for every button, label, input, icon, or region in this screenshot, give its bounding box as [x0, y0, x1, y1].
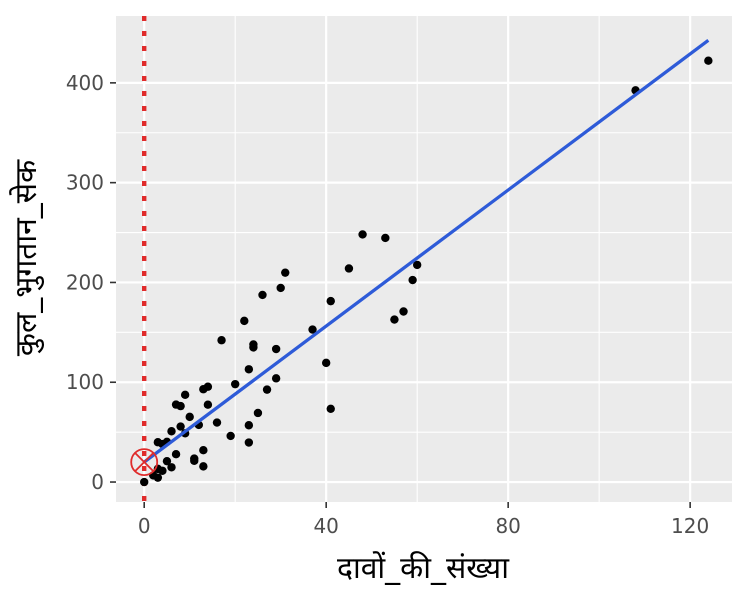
- data-point: [326, 296, 335, 306]
- axis-ticks: 0 40 80 120 0 100 200 300 400: [66, 71, 709, 538]
- data-point: [162, 456, 172, 466]
- data-point: [171, 400, 181, 409]
- data-point: [199, 462, 208, 471]
- data-point: [308, 325, 317, 334]
- y-tick-label: 200: [66, 270, 104, 294]
- data-point: [185, 412, 194, 422]
- x-tick-label: 80: [495, 514, 520, 538]
- data-point: [412, 260, 422, 270]
- x-tick-label: 120: [671, 514, 709, 538]
- regression-line: [143, 39, 710, 464]
- highlight-marker-circle: [130, 448, 159, 476]
- minor-gridlines: [116, 16, 732, 502]
- data-point: [199, 446, 208, 455]
- data-point: [271, 374, 281, 383]
- data-point: [399, 307, 408, 316]
- x-axis-title: दावों_की_संख्या: [337, 551, 510, 586]
- regression-line-layer: [143, 39, 710, 464]
- major-gridlines: [116, 16, 732, 502]
- data-point: [258, 290, 267, 300]
- data-point: [244, 421, 254, 430]
- data-point: [244, 365, 254, 374]
- data-point: [167, 463, 176, 472]
- highlight-marker-cross: [134, 452, 155, 472]
- data-point: [344, 264, 354, 273]
- data-point: [249, 343, 258, 352]
- highlight-marker: [130, 448, 159, 476]
- data-point: [180, 390, 190, 400]
- data-point: [321, 358, 331, 368]
- data-point: [276, 283, 285, 293]
- y-tick-label: 400: [66, 71, 104, 95]
- y-axis-title: कुल_भुगतान_सेक: [9, 159, 45, 356]
- y-tick-label: 0: [91, 470, 104, 494]
- data-point: [226, 431, 235, 441]
- y-tick-label: 100: [66, 370, 104, 394]
- x-tick-label: 0: [138, 514, 151, 538]
- data-point: [230, 379, 240, 389]
- data-point: [281, 268, 290, 277]
- data-point: [153, 438, 163, 447]
- data-point: [190, 456, 199, 465]
- data-point: [271, 344, 281, 354]
- data-point: [171, 449, 181, 459]
- data-point: [203, 400, 213, 409]
- x-tick-label: 40: [313, 514, 338, 538]
- data-point: [408, 275, 417, 285]
- data-point: [358, 230, 367, 239]
- plot-panel: [116, 16, 732, 502]
- data-point: [244, 438, 254, 447]
- data-point: [262, 385, 272, 394]
- highlight-marker-layer: [130, 448, 159, 476]
- data-point: [140, 477, 149, 487]
- data-point: [167, 427, 176, 436]
- data-point: [326, 404, 335, 413]
- data-point: [253, 408, 263, 418]
- data-point: [390, 315, 399, 324]
- data-point: [240, 316, 249, 326]
- y-tick-label: 300: [66, 171, 104, 195]
- data-point: [212, 418, 222, 427]
- data-point: [704, 56, 713, 65]
- data-point: [199, 385, 208, 394]
- data-point: [381, 233, 390, 243]
- data-point: [217, 336, 226, 345]
- data-point: [176, 422, 185, 431]
